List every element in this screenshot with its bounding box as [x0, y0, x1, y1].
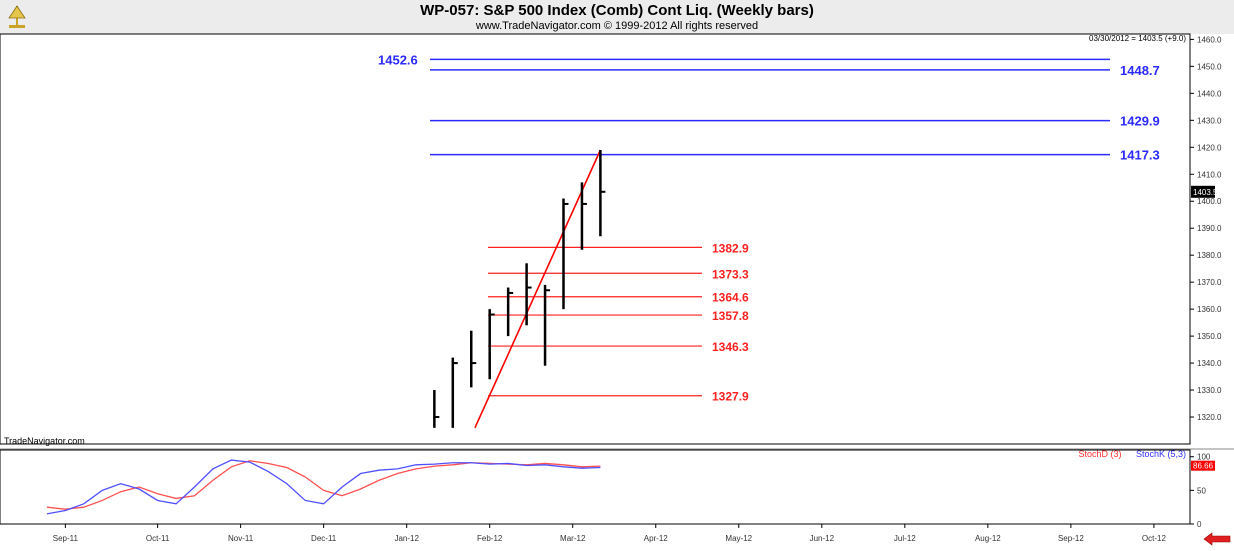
blue-level-label: 1417.3	[1120, 148, 1160, 163]
stoch-k-legend: StochK (5,3)	[1135, 449, 1186, 459]
red-level-label: 1346.3	[712, 340, 749, 354]
stoch-d-line	[46, 460, 601, 510]
date-tick-label: Apr-12	[644, 534, 669, 543]
price-panel-frame	[0, 33, 1191, 445]
price-tick-label: 1320.0	[1197, 413, 1222, 422]
date-tick-label: Aug-12	[975, 534, 1001, 543]
price-tick-label: 1450.0	[1197, 62, 1222, 71]
price-tick-label: 1420.0	[1197, 143, 1222, 152]
scroll-left-arrow-icon[interactable]	[1203, 532, 1231, 546]
date-tick-label: May-12	[725, 534, 752, 543]
date-tick-label: Sep-11	[53, 534, 79, 543]
price-tick-label: 1440.0	[1197, 89, 1222, 98]
date-tick-label: Mar-12	[560, 534, 586, 543]
stochastic-legend: StochD (3) StochK (5,3)	[1066, 449, 1186, 459]
trade-navigator-logo-icon	[6, 4, 28, 30]
price-tick-label: 1330.0	[1197, 386, 1222, 395]
stoch-k-line	[46, 459, 601, 515]
stoch-d-legend: StochD (3)	[1078, 449, 1122, 459]
date-tick-label: Nov-11	[228, 534, 254, 543]
price-tick-label: 1380.0	[1197, 251, 1222, 260]
price-tick-label: 1410.0	[1197, 170, 1222, 179]
red-level-label: 1327.9	[712, 390, 749, 404]
red-level-label: 1373.3	[712, 267, 749, 281]
date-tick-label: Sep-12	[1058, 534, 1084, 543]
chart-title: WP-057: S&P 500 Index (Comb) Cont Liq. (…	[420, 2, 814, 19]
price-tick-label: 1430.0	[1197, 116, 1222, 125]
price-tick-label: 1460.0	[1197, 35, 1222, 44]
stoch-tick-label: 50	[1197, 486, 1206, 495]
blue-level-label: 1448.7	[1120, 63, 1160, 78]
date-tick-label: Jan-12	[394, 534, 419, 543]
chart-header: WP-057: S&P 500 Index (Comb) Cont Liq. (…	[0, 0, 1234, 34]
stoch-tick-label: 0	[1197, 520, 1202, 529]
price-tick-label: 1340.0	[1197, 359, 1222, 368]
date-tick-label: Oct-11	[146, 534, 170, 543]
blue-level-label: 1429.9	[1120, 114, 1160, 129]
stochastic-panel-frame	[0, 449, 1191, 525]
last-price-label: 1403.5	[1193, 188, 1218, 197]
stoch-last-label: 86.66	[1193, 462, 1214, 471]
stoch-tick-label: 100	[1197, 453, 1211, 462]
price-tick-label: 1390.0	[1197, 224, 1222, 233]
price-tick-label: 1370.0	[1197, 278, 1222, 287]
last-quote: 03/30/2012 = 1403.5 (+9.0)	[1089, 34, 1186, 43]
blue-level-label: 1452.6	[378, 52, 418, 67]
last-price-marker	[1191, 185, 1215, 198]
stoch-last-marker	[1191, 460, 1215, 471]
red-level-label: 1382.9	[712, 241, 749, 255]
date-tick-label: Feb-12	[477, 534, 503, 543]
red-level-label: 1357.8	[712, 309, 749, 323]
price-tick-label: 1360.0	[1197, 305, 1222, 314]
chart-subtitle: www.TradeNavigator.com © 1999-2012 All r…	[475, 20, 759, 32]
price-tick-label: 1400.0	[1197, 197, 1222, 206]
watermark: TradeNavigator.com	[4, 436, 85, 446]
trend-line	[474, 149, 602, 429]
price-tick-label: 1350.0	[1197, 332, 1222, 341]
date-tick-label: Jul-12	[894, 534, 916, 543]
date-tick-label: Dec-11	[311, 534, 337, 543]
date-tick-label: Oct-12	[1142, 534, 1167, 543]
red-level-label: 1364.6	[712, 291, 749, 305]
date-tick-label: Jun-12	[810, 534, 835, 543]
